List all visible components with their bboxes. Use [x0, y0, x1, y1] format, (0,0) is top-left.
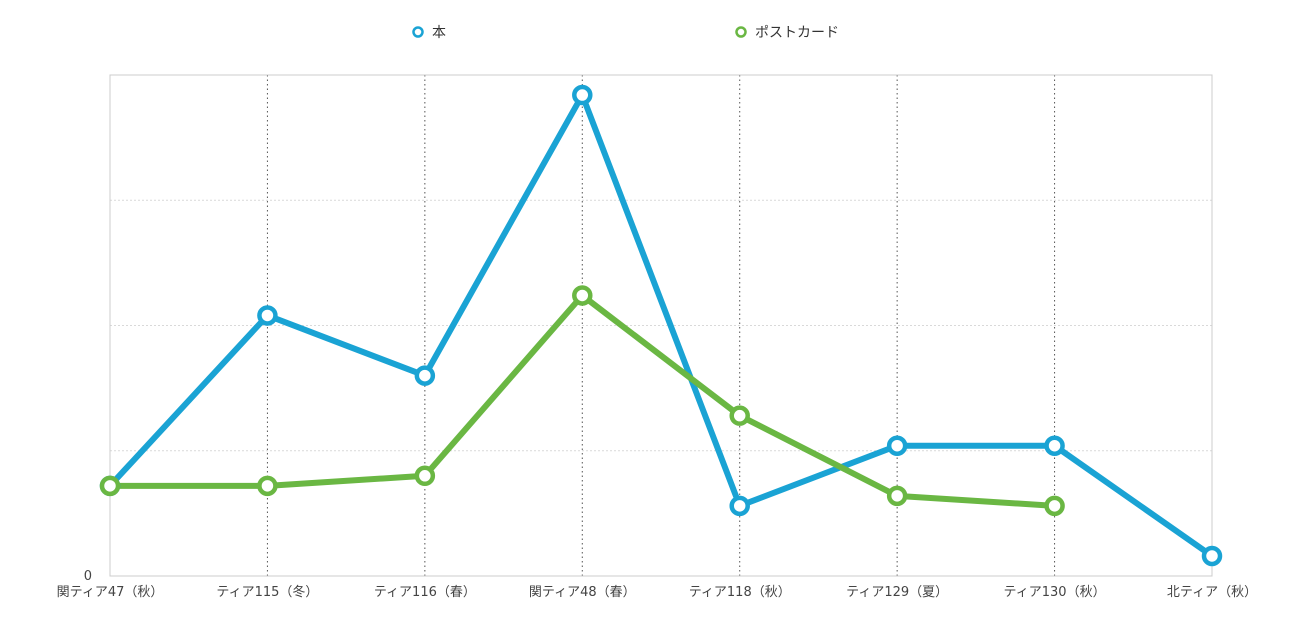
legend: 本 ポストカード: [412, 25, 839, 41]
data-point-series-2: [257, 475, 278, 497]
x-tick-label: ティア116（春）: [374, 585, 476, 600]
y-tick-label: 0: [84, 569, 92, 584]
data-point-series-1: [729, 495, 750, 517]
data-point-series-1: [572, 84, 593, 106]
x-tick-label: 関ティア47（秋）: [57, 585, 164, 600]
x-tick-label: ティア130（秋）: [1004, 585, 1106, 600]
grid: [110, 199, 1212, 452]
data-point-series-2: [414, 465, 436, 487]
y-axis-tick-labels: 0: [84, 569, 92, 584]
x-tick-label: 関ティア48（春）: [529, 585, 636, 600]
x-axis-tick-labels: 関ティア47（秋） ティア115（冬） ティア116（春） 関ティア48（春） ティア1…: [57, 584, 1258, 600]
data-points: [99, 84, 1223, 567]
data-point-series-1: [886, 435, 908, 456]
data-point-series-1: [1044, 435, 1065, 456]
data-point-series-1: [257, 305, 278, 326]
series-line-1: [107, 92, 1215, 559]
data-point-series-2: [886, 485, 908, 507]
data-point-series-2: [729, 405, 750, 426]
data-point-series-2: [99, 475, 121, 497]
data-point-series-2: [1044, 495, 1065, 517]
data-point-series-1: [1201, 545, 1223, 567]
plot-area-frame: [109, 74, 1213, 577]
legend-label-1: 本: [432, 25, 446, 41]
x-tick-label: ティア129（夏）: [846, 585, 948, 600]
x-tick-label: 北ティア（秋）: [1167, 585, 1257, 600]
data-point-series-2: [572, 285, 593, 306]
legend-label-2: ポストカード: [755, 25, 839, 41]
data-point-series-1: [414, 365, 436, 386]
legend-marker-1: [412, 26, 424, 38]
x-tick-label: ティア118（秋）: [689, 585, 791, 600]
legend-marker-2: [735, 26, 747, 38]
x-tick-label: ティア115（冬）: [216, 584, 318, 600]
